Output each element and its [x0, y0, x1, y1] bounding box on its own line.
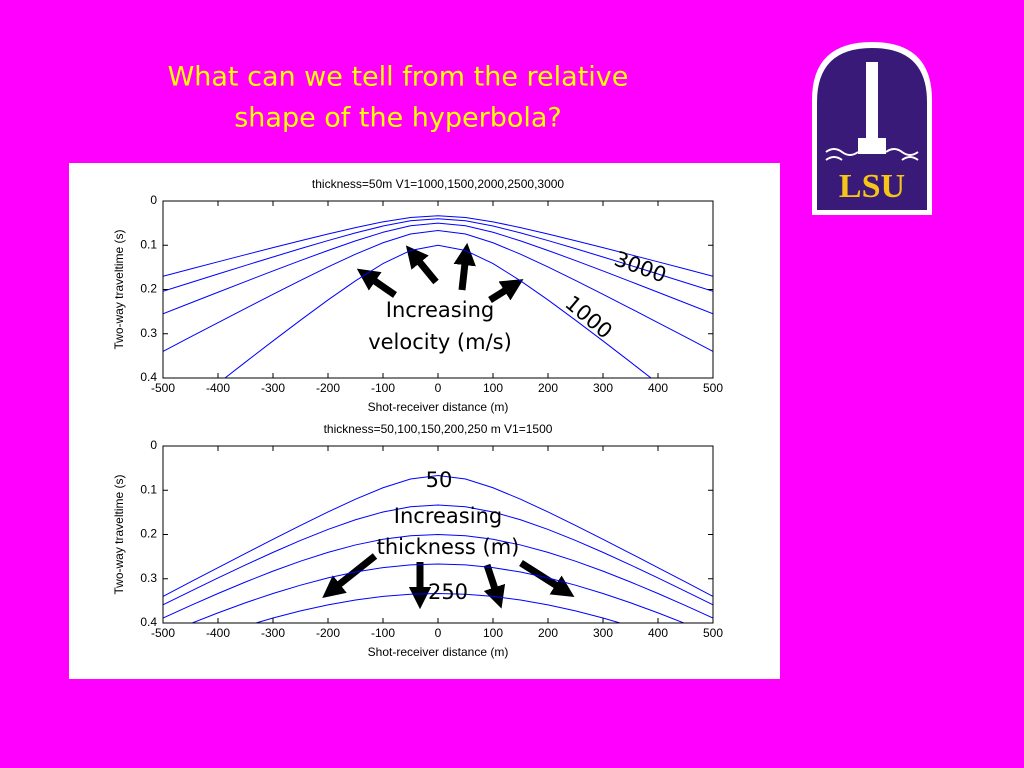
x-tick-label: 300	[593, 626, 613, 640]
x-tick-label: -100	[371, 381, 395, 395]
y-axis-label: Two-way traveltime (s)	[112, 229, 126, 349]
annotation: Increasing	[386, 298, 494, 322]
plot-lines	[163, 475, 713, 623]
curve	[163, 533, 713, 619]
annotation: 50	[426, 468, 453, 492]
y-tick-label: 0.4	[140, 615, 157, 629]
x-tick-label: 200	[538, 381, 558, 395]
curve	[163, 215, 713, 277]
figure-panel	[69, 163, 780, 679]
x-axis-label: Shot-receiver distance (m)	[368, 400, 509, 414]
x-tick-label: -200	[316, 381, 340, 395]
y-axis-label: Two-way traveltime (s)	[112, 474, 126, 594]
x-tick-label: -500	[151, 626, 175, 640]
curve	[163, 475, 713, 597]
logo: LSU	[812, 42, 932, 215]
x-axis-label: Shot-receiver distance (m)	[368, 645, 509, 659]
x-tick-label: 400	[648, 626, 668, 640]
slide-title: What can we tell from the relative	[168, 62, 629, 93]
x-tick-label: 500	[703, 626, 723, 640]
curve	[163, 504, 713, 606]
x-tick-label: 200	[538, 626, 558, 640]
y-tick-label: 0.3	[140, 571, 157, 585]
slide-title: shape of the hyperbola?	[234, 103, 562, 134]
y-tick-label: 0.2	[140, 282, 157, 296]
y-tick-label: 0.2	[140, 527, 157, 541]
annotation: Increasing	[394, 504, 502, 528]
x-tick-label: -100	[371, 626, 395, 640]
x-tick-label: 500	[703, 381, 723, 395]
x-tick-label: 300	[593, 381, 613, 395]
x-tick-label: 0	[435, 626, 442, 640]
curve	[254, 592, 622, 623]
curve	[190, 563, 686, 623]
chart-title: thickness=50m V1=1000,1500,2000,2500,300…	[312, 177, 565, 191]
y-tick-label: 0.4	[140, 370, 157, 384]
x-tick-label: -500	[151, 381, 175, 395]
curve	[163, 222, 713, 315]
x-tick-label: -400	[206, 381, 230, 395]
logo-text: LSU	[839, 168, 905, 205]
annotation: 250	[428, 580, 468, 604]
x-tick-label: -400	[206, 626, 230, 640]
y-tick-label: 0.3	[140, 326, 157, 340]
y-tick-label: 0	[150, 193, 157, 207]
curve	[163, 218, 713, 292]
annotation: velocity (m/s)	[368, 330, 512, 354]
x-tick-label: 100	[483, 381, 503, 395]
x-tick-label: -200	[316, 626, 340, 640]
x-tick-label: -300	[261, 626, 285, 640]
y-tick-label: 0.1	[140, 482, 157, 496]
x-tick-label: 400	[648, 381, 668, 395]
arrows	[322, 242, 575, 610]
x-tick-label: 0	[435, 381, 442, 395]
curve	[224, 244, 652, 378]
plot-lines	[163, 215, 713, 378]
y-tick-label: 0	[150, 438, 157, 452]
chart-title: thickness=50,100,150,200,250 m V1=1500	[324, 422, 553, 436]
curve	[163, 230, 713, 352]
y-tick-label: 0.1	[140, 237, 157, 251]
annotation: thickness (m)	[377, 535, 520, 559]
x-tick-label: 100	[483, 626, 503, 640]
x-tick-label: -300	[261, 381, 285, 395]
